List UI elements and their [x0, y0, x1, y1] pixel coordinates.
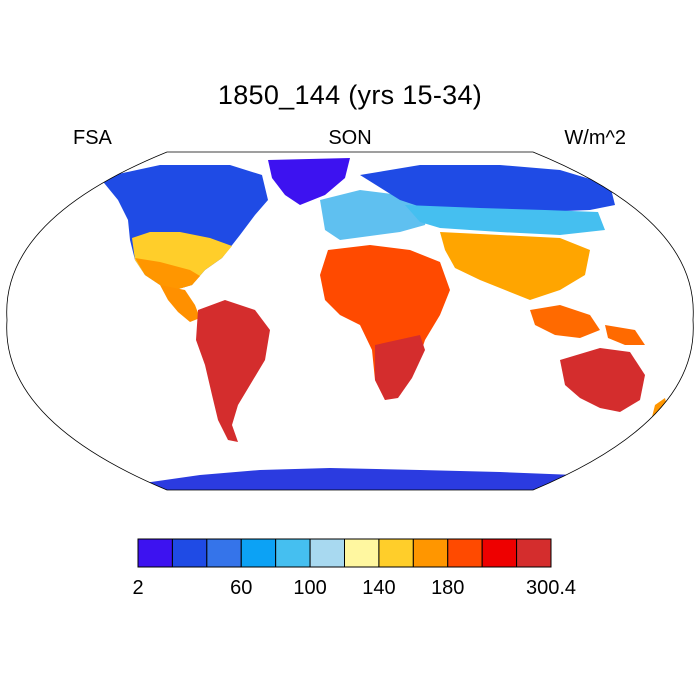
colorbar-box	[206, 538, 242, 568]
region-greenland	[268, 158, 350, 205]
colorbar-tick-label: 100	[293, 577, 326, 599]
colorbar-boxes	[137, 538, 552, 568]
region-south-asia	[440, 232, 590, 300]
region-southeast-asia	[530, 305, 600, 338]
region-new-guinea	[605, 325, 645, 345]
season-label: SON	[328, 127, 372, 149]
region-australia	[560, 348, 645, 412]
colorbar-box	[171, 538, 208, 568]
region-north-asia	[360, 165, 615, 212]
colorbar-box	[275, 538, 311, 568]
colorbar-labels: 2 60 100 140 180 300.4	[132, 577, 576, 599]
region-north-america-southwest	[135, 258, 200, 290]
colorbar-box	[240, 538, 277, 568]
region-europe	[320, 190, 430, 240]
colorbar-box	[481, 538, 518, 568]
variable-label: FSA	[73, 127, 112, 149]
colorbar-box	[447, 538, 483, 568]
region-africa-south	[375, 335, 425, 400]
colorbar-box	[412, 538, 449, 568]
colorbar-box	[344, 538, 380, 568]
colorbar-tick-label: 140	[362, 577, 395, 599]
colorbar-tick-label: 60	[230, 577, 252, 599]
region-antarctica	[100, 468, 600, 490]
figure-title: 1850_144 (yrs 15-34)	[217, 80, 483, 110]
colorbar-box	[137, 538, 173, 568]
colorbar-box	[309, 538, 346, 568]
colorbar-tick-label: 300.4	[526, 577, 576, 599]
colorbar-box	[516, 538, 552, 568]
region-south-america	[196, 300, 270, 442]
colorbar-box	[378, 538, 414, 568]
region-central-america	[160, 285, 200, 322]
colorbar-tick-label: 180	[431, 577, 464, 599]
colorbar-tick-label: 2	[132, 577, 143, 599]
region-north-asia-mid	[405, 205, 605, 235]
units-label: W/m^2	[564, 127, 626, 149]
map-outline	[6, 151, 694, 491]
